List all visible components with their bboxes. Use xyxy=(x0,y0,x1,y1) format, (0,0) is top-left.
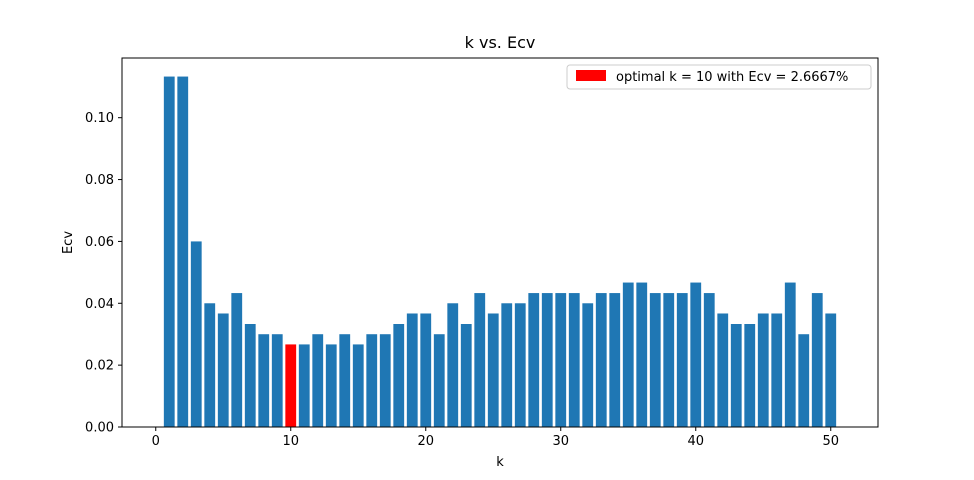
bars xyxy=(163,76,837,427)
bar-k-41 xyxy=(703,293,715,427)
bar-k-48 xyxy=(798,334,810,427)
bar-k-42 xyxy=(717,313,729,427)
bar-k-37 xyxy=(649,293,661,427)
bar-k-33 xyxy=(595,293,607,427)
x-tick-label: 0 xyxy=(152,434,160,449)
legend-swatch xyxy=(576,70,606,81)
bar-k-34 xyxy=(609,293,621,427)
bar-k-31 xyxy=(568,293,580,427)
x-tick-label: 10 xyxy=(282,434,299,449)
bar-k-13 xyxy=(325,344,337,427)
legend: optimal k = 10 with Ecv = 2.6667% xyxy=(566,64,872,90)
bar-k-6 xyxy=(231,293,243,427)
bar-k-5 xyxy=(217,313,229,427)
x-tick-label: 40 xyxy=(687,434,704,449)
x-tick-label: 30 xyxy=(552,434,569,449)
bar-k-12 xyxy=(312,334,324,427)
bar-k-28 xyxy=(528,293,540,427)
y-tick-label: 0.02 xyxy=(85,359,114,374)
bar-k-23 xyxy=(460,324,472,427)
bar-k-15 xyxy=(352,344,364,427)
bar-k-21 xyxy=(433,334,445,427)
legend-label: optimal k = 10 with Ecv = 2.6667% xyxy=(616,70,848,85)
y-tick-label: 0.04 xyxy=(85,297,114,312)
bar-k-11 xyxy=(298,344,310,427)
bar-k-35 xyxy=(622,282,634,427)
x-tick-label: 50 xyxy=(822,434,839,449)
bar-k-40 xyxy=(690,282,702,427)
bar-k-3 xyxy=(190,241,202,427)
y-tick-label: 0.06 xyxy=(85,235,114,250)
bar-k-2 xyxy=(177,76,189,427)
bar-k-27 xyxy=(514,303,526,427)
bar-k-14 xyxy=(339,334,351,427)
bar-k-26 xyxy=(501,303,513,427)
bar-k-30 xyxy=(555,293,567,427)
legend-box xyxy=(566,64,872,90)
y-axis-label: Ecv xyxy=(61,231,76,254)
bar-k-16 xyxy=(366,334,378,427)
y-tick-label: 0.10 xyxy=(85,111,114,126)
bar-k-38 xyxy=(663,293,675,427)
bar-k-1 xyxy=(163,76,175,427)
bar-k-32 xyxy=(582,303,594,427)
chart-title: k vs. Ecv xyxy=(465,33,536,52)
bar-k-24 xyxy=(474,293,486,427)
bar-k-18 xyxy=(393,324,405,427)
y-tick-label: 0.08 xyxy=(85,173,114,188)
bar-k-50 xyxy=(825,313,837,427)
bar-k-8 xyxy=(258,334,270,427)
bar-k-39 xyxy=(676,293,688,427)
axes: 0 10 20 30 40 50 0.00 0.02 0.04 0.06 0.08 0.10 xyxy=(85,57,879,449)
bar-k-20 xyxy=(420,313,432,427)
bar-k-7 xyxy=(244,324,256,427)
bar-k-22 xyxy=(447,303,459,427)
plot-frame xyxy=(121,57,879,428)
bar-k-19 xyxy=(406,313,418,427)
bar-k-29 xyxy=(541,293,553,427)
x-tick-label: 20 xyxy=(417,434,434,449)
bar-k-25 xyxy=(487,313,499,427)
bar-k-45 xyxy=(757,313,769,427)
bar-k-46 xyxy=(771,313,783,427)
bar-k-4 xyxy=(204,303,216,427)
bar-highlight-k-10 xyxy=(285,344,297,427)
bar-k-17 xyxy=(379,334,391,427)
bar-k-43 xyxy=(730,324,742,427)
bar-k-44 xyxy=(744,324,756,427)
bar-k-36 xyxy=(636,282,648,427)
x-axis-label: k xyxy=(496,455,504,470)
bar-k-49 xyxy=(811,293,823,427)
bar-k-9 xyxy=(271,334,283,427)
bar-k-47 xyxy=(784,282,796,427)
y-tick-label: 0.00 xyxy=(85,421,114,436)
